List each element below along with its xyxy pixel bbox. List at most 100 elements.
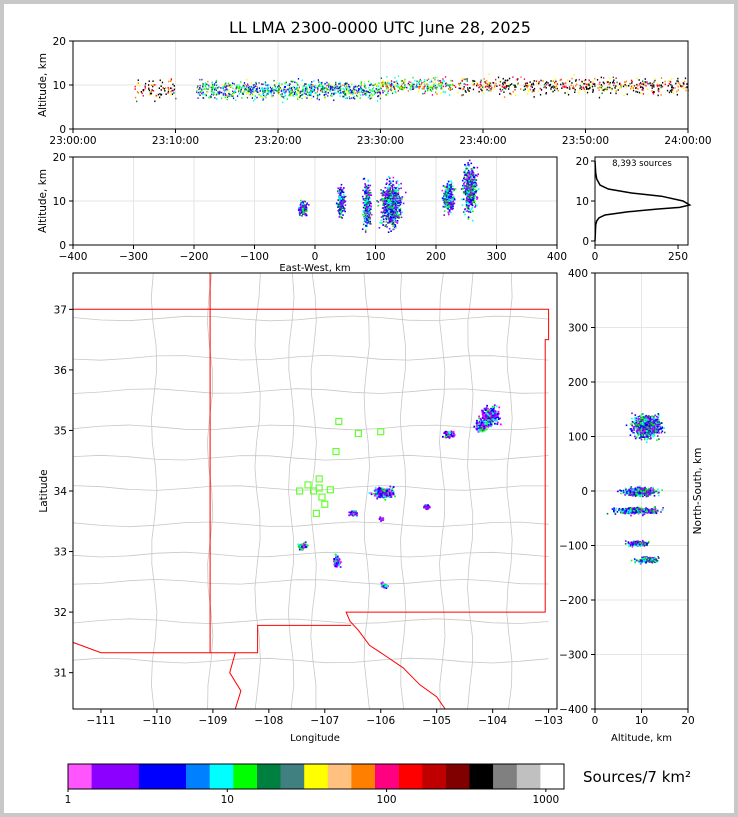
source-point bbox=[401, 211, 403, 214]
source-point bbox=[445, 193, 448, 195]
source-point bbox=[428, 87, 431, 90]
source-point bbox=[386, 87, 388, 90]
source-point bbox=[235, 84, 237, 87]
source-point bbox=[390, 203, 393, 205]
source-point bbox=[271, 96, 273, 99]
source-point bbox=[271, 87, 274, 89]
source-point bbox=[554, 78, 556, 80]
source-point bbox=[244, 90, 246, 93]
source-point bbox=[434, 84, 437, 87]
source-point bbox=[204, 84, 206, 86]
source-point bbox=[510, 93, 512, 96]
source-point bbox=[495, 405, 498, 408]
source-point bbox=[242, 93, 244, 95]
source-point bbox=[638, 91, 641, 94]
source-point bbox=[502, 77, 504, 80]
source-point bbox=[504, 88, 507, 90]
source-point bbox=[382, 194, 384, 197]
source-point bbox=[656, 84, 658, 87]
source-point bbox=[337, 206, 339, 208]
source-point bbox=[444, 190, 447, 193]
source-point bbox=[465, 91, 467, 93]
source-point bbox=[683, 83, 685, 85]
source-point bbox=[340, 188, 342, 191]
source-point bbox=[527, 93, 529, 95]
source-point bbox=[385, 583, 388, 586]
source-point bbox=[476, 166, 479, 169]
source-point bbox=[483, 409, 486, 411]
source-point bbox=[529, 88, 531, 91]
source-point bbox=[301, 206, 303, 208]
source-point bbox=[385, 495, 388, 498]
source-point bbox=[472, 198, 474, 200]
source-point bbox=[492, 410, 495, 413]
source-point bbox=[533, 87, 536, 90]
source-point bbox=[668, 91, 671, 94]
source-point bbox=[342, 214, 344, 216]
source-point bbox=[628, 85, 630, 87]
source-point bbox=[215, 89, 218, 91]
source-point bbox=[373, 93, 376, 96]
source-point bbox=[364, 219, 367, 222]
source-point bbox=[364, 205, 366, 207]
source-point bbox=[289, 88, 291, 91]
source-point bbox=[366, 212, 369, 215]
source-point bbox=[476, 428, 478, 431]
source-point bbox=[379, 199, 382, 201]
source-point bbox=[453, 202, 455, 205]
source-point bbox=[259, 92, 261, 95]
source-point bbox=[401, 83, 403, 85]
source-point bbox=[343, 207, 346, 210]
source-point bbox=[362, 213, 364, 216]
source-point bbox=[474, 195, 476, 197]
source-point bbox=[377, 205, 379, 207]
source-point bbox=[645, 81, 647, 84]
source-point bbox=[562, 85, 564, 88]
source-point bbox=[398, 209, 401, 211]
source-point bbox=[381, 222, 383, 224]
source-point bbox=[360, 86, 362, 89]
source-point bbox=[290, 80, 292, 83]
source-point bbox=[399, 211, 402, 214]
source-point bbox=[350, 92, 352, 94]
source-point bbox=[382, 517, 385, 520]
source-point bbox=[306, 88, 309, 91]
source-point bbox=[152, 90, 155, 92]
source-point bbox=[401, 80, 403, 82]
source-point bbox=[296, 93, 298, 96]
source-point bbox=[366, 215, 368, 217]
source-point bbox=[356, 514, 359, 517]
source-point bbox=[261, 87, 263, 89]
source-point bbox=[464, 178, 466, 181]
source-point bbox=[310, 93, 312, 95]
source-point bbox=[351, 82, 353, 85]
source-point bbox=[225, 85, 228, 87]
source-point bbox=[490, 411, 493, 413]
source-point bbox=[671, 86, 673, 89]
source-point bbox=[366, 210, 368, 213]
source-point bbox=[545, 92, 547, 95]
histogram-line bbox=[594, 160, 692, 242]
source-point bbox=[340, 199, 342, 202]
source-point bbox=[428, 78, 430, 80]
source-point bbox=[533, 80, 535, 82]
source-point bbox=[303, 205, 305, 208]
source-point bbox=[483, 78, 485, 80]
source-point bbox=[313, 80, 315, 82]
source-point bbox=[300, 543, 303, 546]
source-point bbox=[364, 207, 367, 210]
source-point bbox=[296, 82, 298, 84]
source-point bbox=[427, 84, 429, 86]
source-point bbox=[451, 83, 454, 86]
source-point bbox=[387, 215, 389, 218]
source-point bbox=[271, 88, 273, 91]
source-point bbox=[383, 192, 386, 194]
source-point bbox=[317, 96, 319, 99]
source-point bbox=[434, 81, 437, 84]
county-line bbox=[206, 272, 214, 710]
source-point bbox=[654, 78, 657, 81]
source-point bbox=[333, 558, 336, 560]
source-point bbox=[470, 199, 472, 202]
source-point bbox=[333, 86, 335, 89]
source-point bbox=[395, 200, 398, 203]
